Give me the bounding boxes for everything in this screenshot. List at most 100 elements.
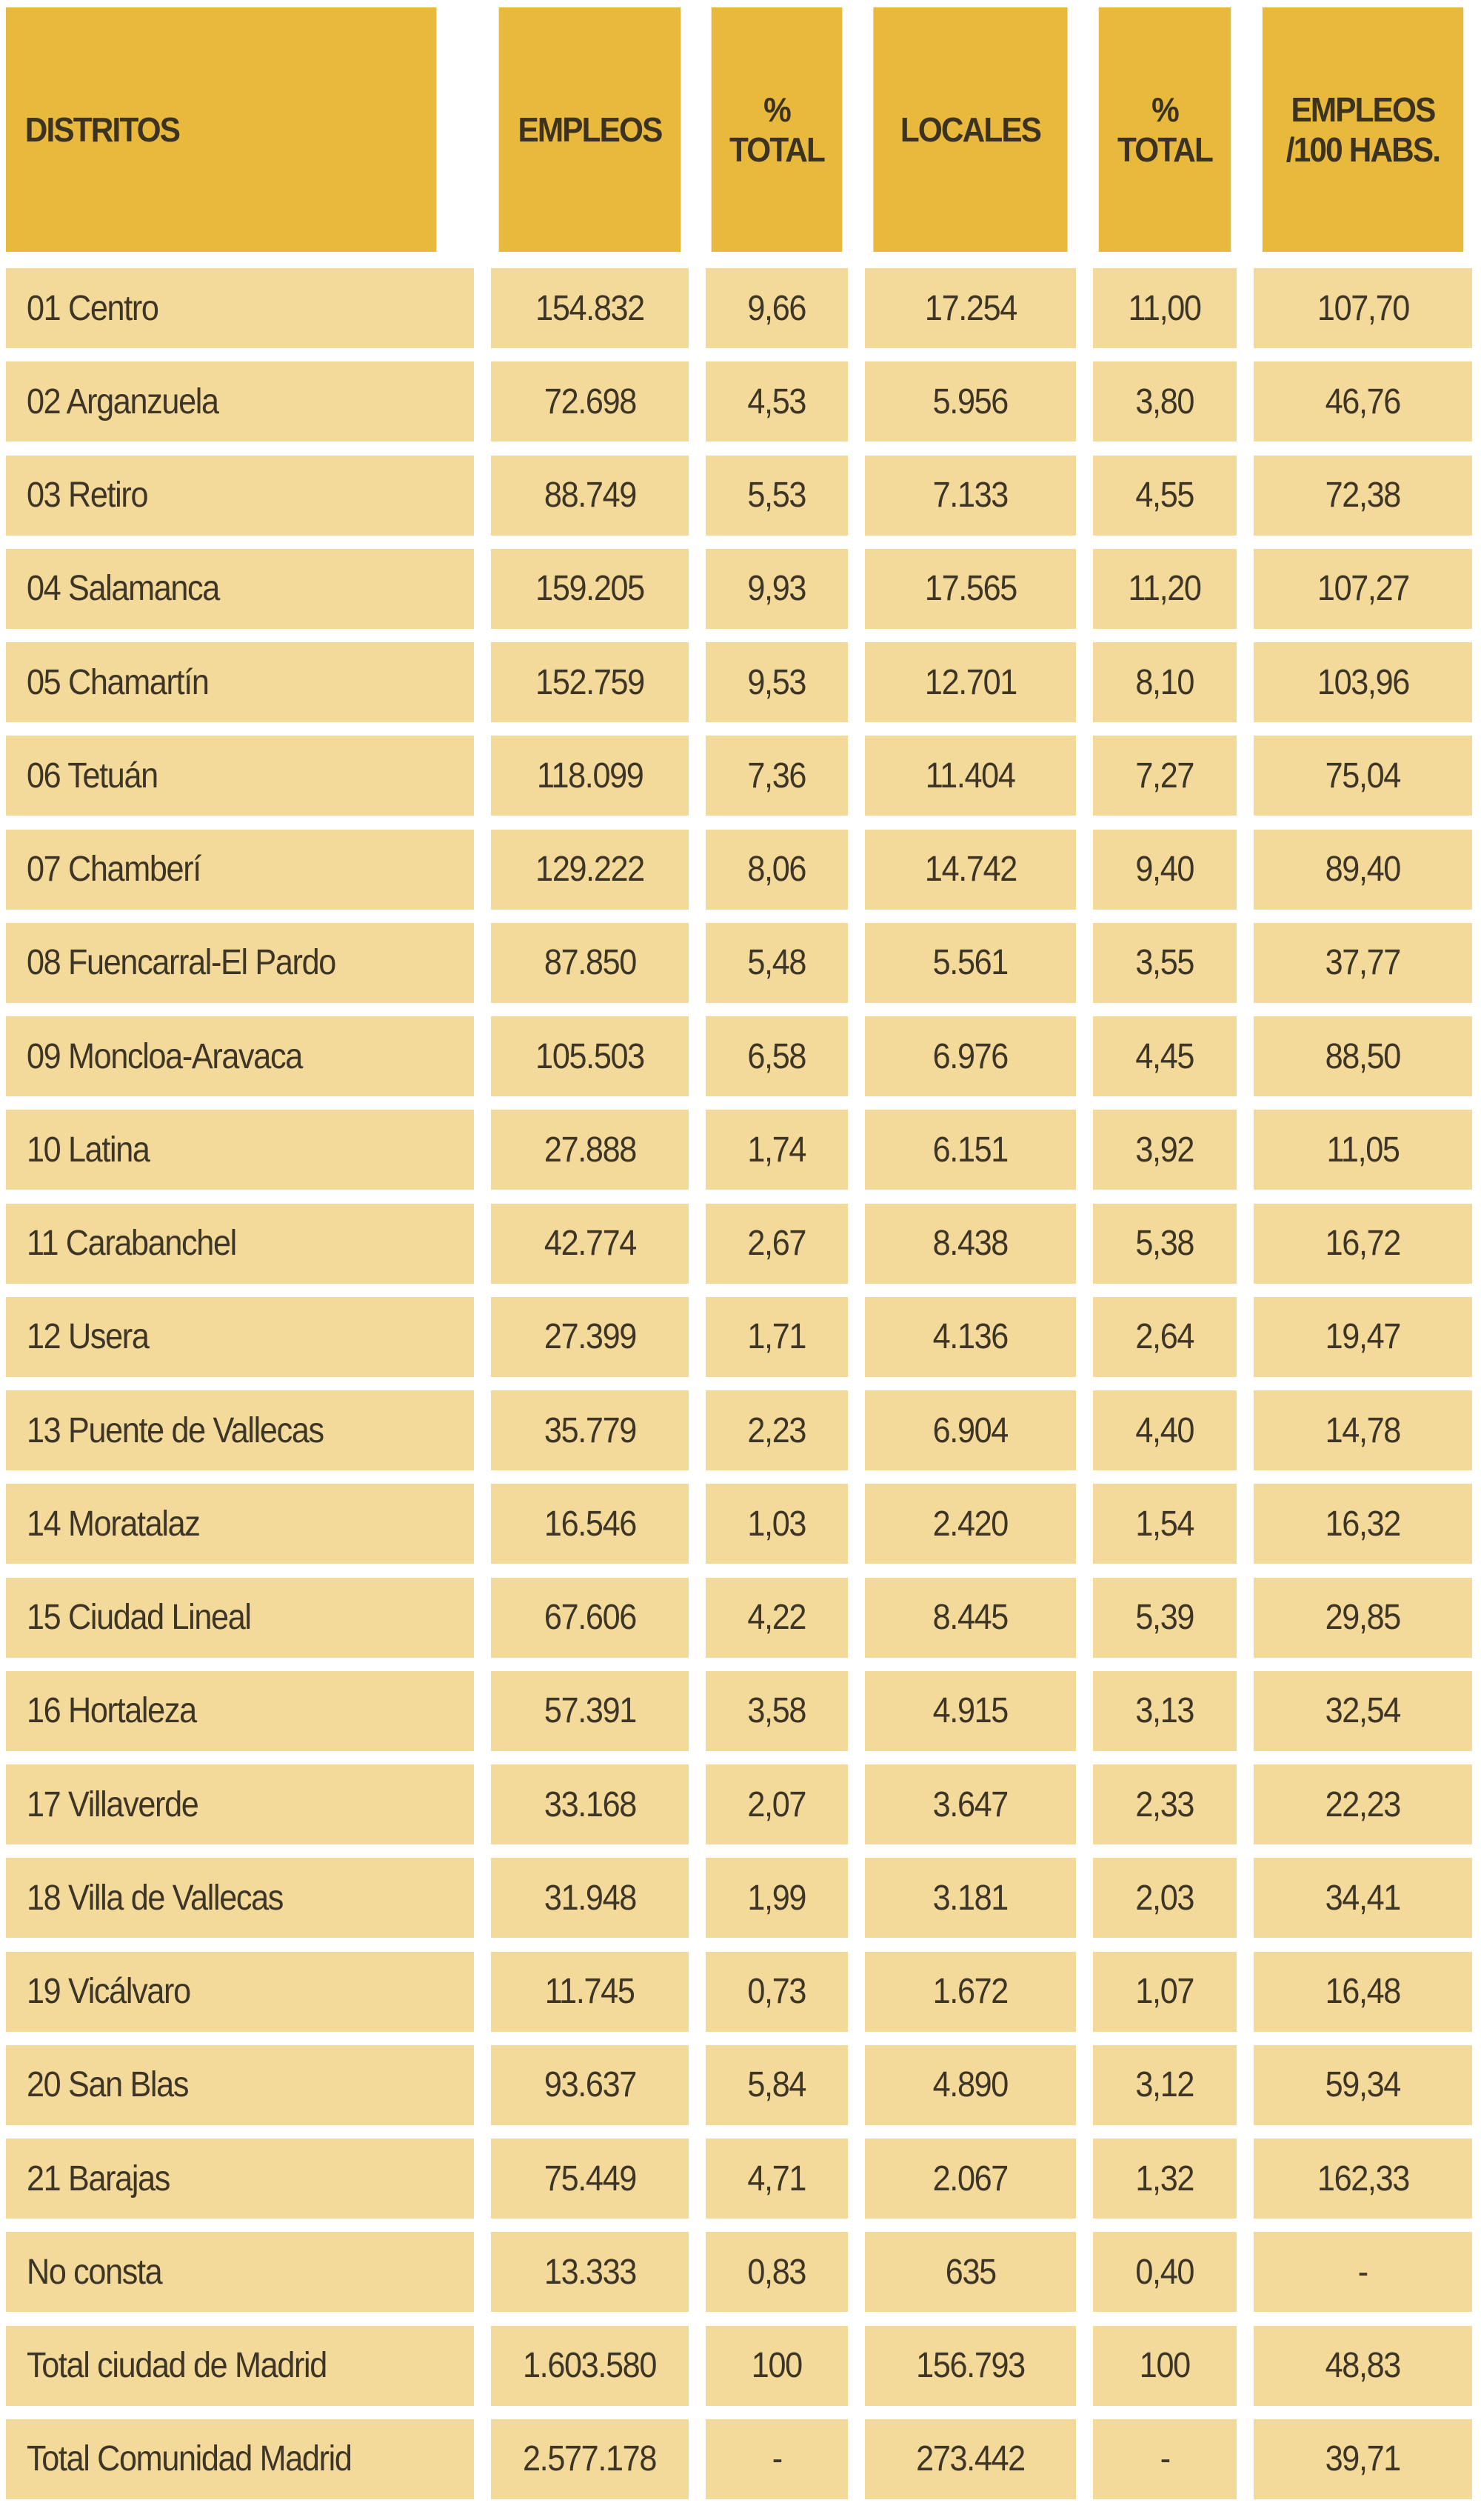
cell-value: 105.503	[535, 1036, 645, 1076]
table-cell-premises: 635	[865, 2232, 1076, 2313]
cell-value: 20 San Blas	[27, 2065, 189, 2105]
cell-value: 02 Arganzuela	[27, 381, 219, 421]
table-cell-district: 04 Salamanca	[6, 548, 474, 629]
table-cell-district: 16 Hortaleza	[6, 1670, 474, 1751]
cell-value: 2,64	[1135, 1317, 1195, 1357]
table-cell-district: 07 Chamberí	[6, 829, 474, 910]
table-cell-district: 10 Latina	[6, 1110, 474, 1190]
table-cell-premises: 8.438	[865, 1203, 1076, 1284]
cell-value: 11.745	[545, 1972, 635, 2011]
cell-value: Total Comunidad Madrid	[27, 2439, 352, 2479]
cell-value: 18 Villa de Vallecas	[27, 1878, 284, 1918]
cell-value: 17.565	[924, 569, 1017, 609]
table-cell-premises-pct-total: 9,40	[1093, 829, 1237, 910]
cell-value: 9,66	[747, 288, 807, 328]
table-cell-jobs: 159.205	[491, 548, 689, 629]
cell-value: 9,93	[747, 569, 807, 609]
table-cell-premises-pct-total: 3,92	[1093, 1110, 1237, 1190]
table-cell-premises: 1.672	[865, 1951, 1076, 2032]
cell-value: -	[1357, 2252, 1368, 2292]
cell-value: 6.976	[932, 1036, 1009, 1076]
cell-value: 159.205	[535, 569, 645, 609]
cell-value: 1,71	[747, 1317, 807, 1357]
cell-value: 2.420	[932, 1504, 1009, 1544]
cell-value: -	[1160, 2439, 1170, 2479]
cell-value: 8,10	[1135, 662, 1195, 702]
table-cell-jobs: 31.948	[491, 1858, 689, 1939]
cell-value: 07 Chamberí	[27, 850, 201, 889]
cell-value: 06 Tetuán	[27, 756, 158, 796]
cell-value: 48,83	[1325, 2346, 1402, 2385]
table-cell-jobs-pct-total: 5,84	[706, 2044, 848, 2125]
cell-value: 72,38	[1325, 476, 1402, 515]
cell-value: 273.442	[916, 2439, 1026, 2479]
table-cell-premises: 8.445	[865, 1577, 1076, 1658]
table-cell-jobs: 152.759	[491, 642, 689, 722]
table-cell-premises-pct-total: 1,54	[1093, 1484, 1237, 1564]
cell-value: 162,33	[1317, 2159, 1409, 2199]
table-cell-premises-pct-total: 1,07	[1093, 1951, 1237, 2032]
cell-value: 2,67	[747, 1224, 807, 1263]
cell-value: 16,72	[1325, 1224, 1402, 1263]
table-cell-jobs-per-100-inhabitants: 48,83	[1254, 2325, 1472, 2406]
cell-value: 1.603.580	[523, 2346, 657, 2385]
cell-value: 42.774	[544, 1224, 636, 1263]
table-cell-jobs: 154.832	[491, 268, 689, 348]
cell-value: 32,54	[1325, 1691, 1402, 1731]
cell-value: 4,22	[747, 1598, 807, 1637]
table-cell-premises: 4.915	[865, 1670, 1076, 1751]
table-cell-district: 15 Ciudad Lineal	[6, 1577, 474, 1658]
cell-value: 16 Hortaleza	[27, 1691, 197, 1731]
table-cell-jobs: 13.333	[491, 2232, 689, 2313]
table-cell-jobs: 67.606	[491, 1577, 689, 1658]
table-cell-premises: 2.420	[865, 1484, 1076, 1564]
cell-value: 9,40	[1135, 850, 1195, 889]
cell-value: 14,78	[1325, 1410, 1402, 1450]
cell-value: 04 Salamanca	[27, 569, 220, 609]
cell-value: 6.904	[932, 1410, 1009, 1450]
table-cell-jobs: 11.745	[491, 1951, 689, 2032]
cell-value: 12.701	[924, 662, 1017, 702]
table-cell-district: Total Comunidad Madrid	[6, 2419, 474, 2499]
cell-value: 46,76	[1325, 381, 1402, 421]
table-cell-jobs: 42.774	[491, 1203, 689, 1284]
cell-value: 10 Latina	[27, 1130, 150, 1170]
table-cell-premises: 4.136	[865, 1296, 1076, 1377]
cell-value: 152.759	[535, 662, 645, 702]
cell-value: 34,41	[1325, 1878, 1402, 1918]
table-cell-jobs-per-100-inhabitants: 32,54	[1254, 1670, 1472, 1751]
table-cell-jobs-pct-total: 5,53	[706, 455, 848, 536]
table-cell-jobs-per-100-inhabitants: 59,34	[1254, 2044, 1472, 2125]
table-cell-premises-pct-total: 3,12	[1093, 2044, 1237, 2125]
cell-value: 17.254	[924, 288, 1017, 328]
table-cell-jobs: 57.391	[491, 1670, 689, 1751]
cell-value: 05 Chamartín	[27, 662, 210, 702]
table-cell-jobs-pct-total: 1,74	[706, 1110, 848, 1190]
table-cell-district: 12 Usera	[6, 1296, 474, 1377]
table-cell-jobs: 72.698	[491, 361, 689, 442]
cell-value: 2,33	[1135, 1784, 1195, 1824]
table-cell-premises-pct-total: 4,55	[1093, 455, 1237, 536]
table-cell-district: 20 San Blas	[6, 2044, 474, 2125]
table-cell-jobs: 88.749	[491, 455, 689, 536]
cell-value: 75,04	[1325, 756, 1402, 796]
table-cell-premises: 3.647	[865, 1764, 1076, 1844]
cell-value: 3,58	[747, 1691, 807, 1731]
table-cell-jobs-per-100-inhabitants: 107,70	[1254, 268, 1472, 348]
table-cell-jobs-pct-total: 100	[706, 2325, 848, 2406]
cell-value: 12 Usera	[27, 1317, 150, 1357]
table-cell-district: 05 Chamartín	[6, 642, 474, 722]
table-cell-jobs: 93.637	[491, 2044, 689, 2125]
table-cell-jobs-pct-total: 9,53	[706, 642, 848, 722]
table-cell-premises-pct-total: 5,38	[1093, 1203, 1237, 1284]
cell-value: 4.915	[932, 1691, 1009, 1731]
table-cell-jobs-per-100-inhabitants: 107,27	[1254, 548, 1472, 629]
table-cell-premises-pct-total: 4,40	[1093, 1390, 1237, 1470]
table-cell-premises-pct-total: 3,13	[1093, 1670, 1237, 1751]
table-cell-premises-pct-total: 5,39	[1093, 1577, 1237, 1658]
cell-value: 11,20	[1128, 569, 1203, 609]
table-cell-jobs-pct-total: 2,23	[706, 1390, 848, 1470]
table-cell-jobs-per-100-inhabitants: 22,23	[1254, 1764, 1472, 1844]
table-cell-jobs: 118.099	[491, 736, 689, 816]
cell-value: 107,27	[1317, 569, 1409, 609]
